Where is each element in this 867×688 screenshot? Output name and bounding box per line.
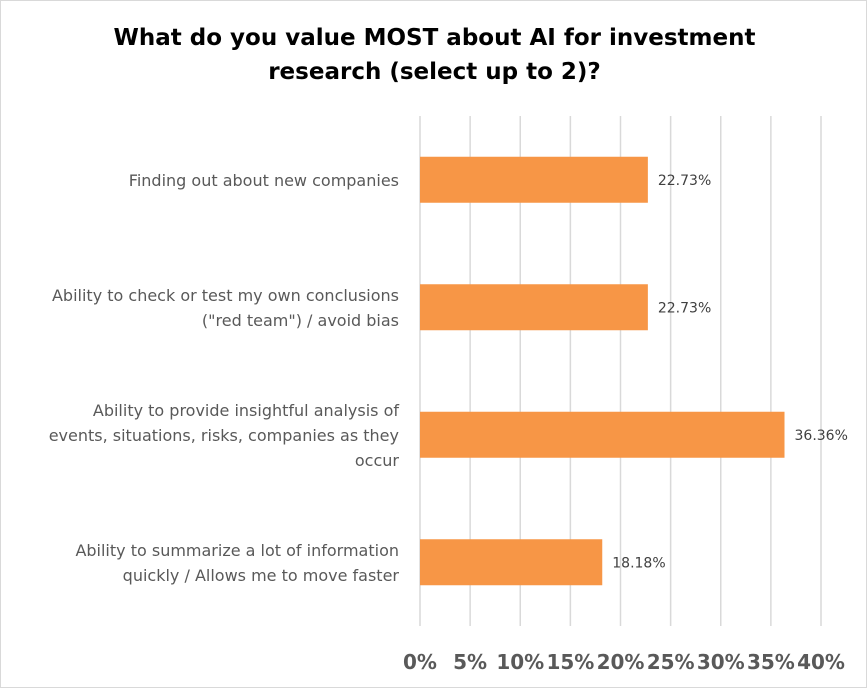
x-tick-label: 20% bbox=[597, 650, 645, 674]
data-label: 22.73% bbox=[658, 173, 711, 189]
x-tick-label: 25% bbox=[647, 650, 695, 674]
category-label: Ability to summarize a lot of informatio… bbox=[75, 541, 399, 585]
bar bbox=[420, 411, 785, 458]
data-label: 18.18% bbox=[612, 555, 665, 571]
x-tick-label: 5% bbox=[453, 650, 487, 674]
bar bbox=[420, 284, 648, 331]
x-tick-label: 35% bbox=[747, 650, 795, 674]
category-label: Ability to check or test my own conclusi… bbox=[52, 286, 399, 330]
bar bbox=[420, 539, 603, 586]
x-tick-label: 30% bbox=[697, 650, 745, 674]
x-tick-label: 10% bbox=[496, 650, 544, 674]
chart-title: What do you value MOST about AI for inve… bbox=[113, 25, 756, 85]
bar bbox=[420, 156, 648, 203]
data-label: 36.36% bbox=[795, 428, 848, 444]
category-label: Finding out about new companies bbox=[129, 171, 399, 190]
data-label: 22.73% bbox=[658, 300, 711, 316]
category-label: Ability to provide insightful analysis o… bbox=[49, 401, 400, 470]
x-tick-label: 0% bbox=[403, 650, 437, 674]
x-tick-label: 40% bbox=[797, 650, 845, 674]
x-tick-label: 15% bbox=[546, 650, 594, 674]
